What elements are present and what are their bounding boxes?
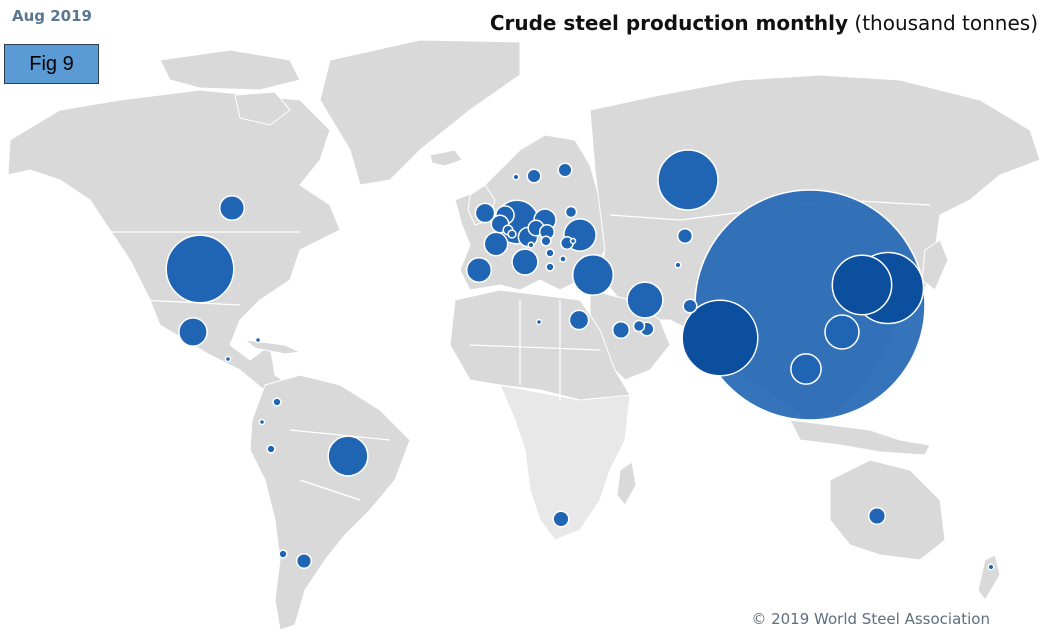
bubble-greece [545,262,555,272]
page-title: Crude steel production monthly (thousand… [490,11,1038,35]
bubble-libya [535,318,543,326]
bubble-turkey [571,253,615,297]
land-japan [921,239,949,291]
bubble-mexico [178,317,208,347]
bubble-united-states [165,234,235,304]
bubble-serbia [545,248,555,258]
bubble-saudi-arabia [611,320,631,340]
bubble-layer [165,149,995,571]
bubble-india [681,299,759,377]
bubble-argentina [295,552,313,570]
bubble-iran [626,281,664,319]
land-indonesia [789,419,931,456]
bubble-united-kingdom [474,202,496,224]
title-unit: (thousand tonnes) [854,11,1038,35]
border-africa [469,300,601,400]
land-arctic-islands [159,49,301,91]
bubble-belarus [564,205,578,219]
land-arctic-islands-2 [234,91,291,126]
bubble-taiwan [824,314,860,350]
bubble-chile [278,549,288,559]
bubble-qatar [632,319,646,333]
land-cuba [243,339,302,355]
bubble-russia [657,149,719,211]
border-south-america [289,429,391,501]
bubble-egypt [568,309,590,331]
border-us-mexico [139,299,241,306]
bubble-sweden [526,168,542,184]
bubble-bulgaria [559,255,567,263]
title-main: Crude steel production monthly [489,11,849,35]
copyright: © 2019 World Steel Association [751,610,990,628]
bubble-finland [557,162,573,178]
bubble-pakistan [682,298,698,314]
bubble-switzerland [507,229,517,239]
bubble-ecuador [258,418,266,426]
land-australia [829,459,946,561]
bubble-kazakhstan [676,227,694,245]
bubble-hungary [540,235,552,247]
bubble-canada [218,194,246,222]
bubble-italy [511,248,539,276]
land-africa-south [499,384,631,541]
land-madagascar [616,461,637,506]
bubble-spain [465,256,493,284]
bubble-norway [512,173,520,181]
bubble-new-zealand [987,563,995,571]
bubble-moldova [569,237,577,245]
bubble-guatemala [224,355,232,363]
bubble-cuba [254,336,262,344]
land-iceland [429,149,463,167]
bubble-south-africa [552,510,570,528]
fig-badge: Fig 9 [4,44,99,84]
land-greenland [319,39,521,186]
land-south-america [249,374,411,631]
bubble-slovenia [527,241,535,249]
bubble-australia [867,506,887,526]
bubble-colombia [272,397,282,407]
bubble-peru [266,444,276,454]
bubble-uzbekistan [674,261,682,269]
bubble-south-korea [831,254,893,316]
date-label: Aug 2019 [12,7,92,25]
bubble-france [483,231,509,257]
bubble-brazil [327,435,369,477]
bubble-vietnam [790,353,822,385]
land-new-zealand [977,554,1001,601]
